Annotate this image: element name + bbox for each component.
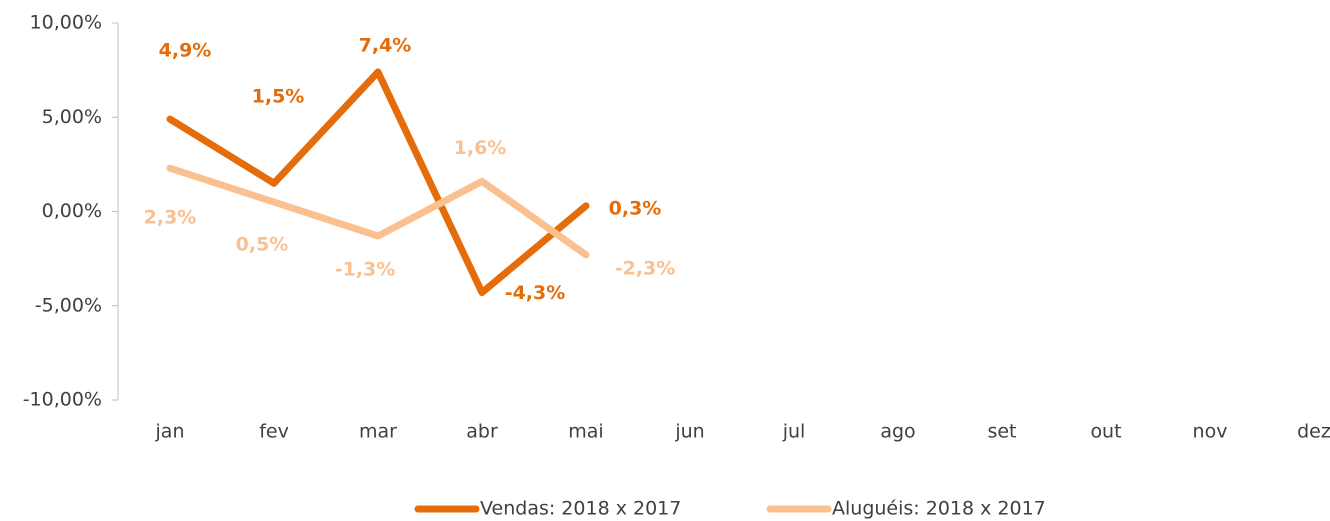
data-label: 0,5%	[236, 234, 289, 256]
x-tick-label: abr	[466, 421, 498, 443]
x-tick-label: fev	[259, 421, 289, 443]
x-tick-label: set	[987, 421, 1016, 443]
data-label: 1,6%	[454, 137, 507, 159]
data-label: -2,3%	[615, 257, 676, 279]
x-tick-label: ago	[880, 421, 915, 443]
x-tick-label: jul	[782, 421, 806, 443]
series-line	[166, 68, 590, 297]
legend-label: Vendas: 2018 x 2017	[480, 498, 681, 520]
x-tick-label: jan	[155, 421, 185, 443]
y-tick-label: 0,00%	[42, 200, 102, 222]
data-label: -1,3%	[335, 259, 396, 281]
y-tick-label: -5,00%	[35, 294, 102, 316]
data-label: -4,3%	[505, 282, 566, 304]
y-tick-label: -10,00%	[23, 389, 102, 411]
x-tick-label: out	[1090, 421, 1121, 443]
x-tick-label: mai	[568, 421, 603, 443]
data-label: 0,3%	[609, 197, 662, 219]
series-line	[166, 164, 590, 259]
x-tick-label: dez	[1297, 421, 1330, 443]
data-label: 7,4%	[359, 35, 412, 57]
y-tick-label: 5,00%	[42, 106, 102, 128]
x-tick-label: mar	[359, 421, 397, 443]
x-tick-label: nov	[1193, 421, 1228, 443]
legend-label: Aluguéis: 2018 x 2017	[832, 498, 1046, 520]
y-tick-label: 10,00%	[30, 12, 102, 34]
data-label: 4,9%	[159, 40, 212, 62]
data-label: 2,3%	[144, 207, 197, 229]
data-label: 1,5%	[252, 86, 305, 108]
x-tick-label: jun	[674, 421, 704, 443]
